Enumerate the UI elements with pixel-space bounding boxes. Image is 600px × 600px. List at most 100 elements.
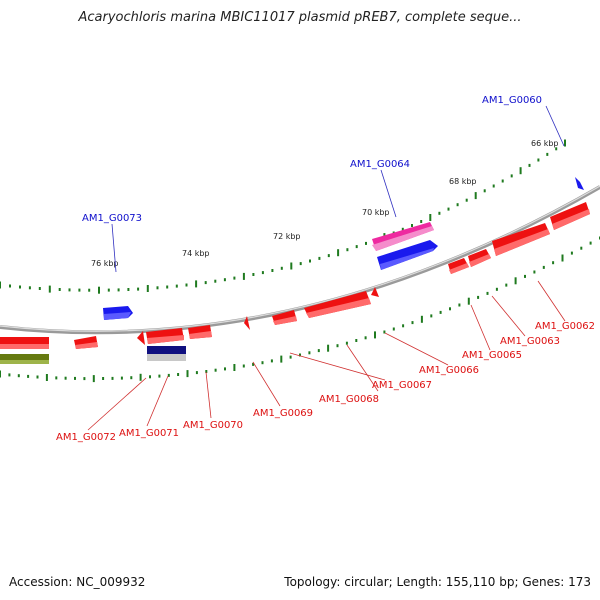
leader-am1-g0072 [87,377,147,431]
tick-label-68: 68 kbp [449,177,477,186]
outer-tick-17 [166,285,169,289]
inner-tick-59 [552,261,555,265]
outer-tick-35 [337,249,340,257]
outer-tick-48 [456,203,459,207]
inner-tick-35 [327,344,330,352]
outer-tick-8 [78,288,81,292]
inner-tick-50 [467,297,470,305]
outer-tick-44 [420,220,423,223]
label-am1-g0063[interactable]: AM1_G0063 [500,336,560,347]
gene-am1-g0069-b[interactable] [244,316,250,330]
inner-tick-23 [214,368,217,372]
inner-tick-13 [120,376,123,380]
outer-tick-46 [438,211,441,215]
inner-tick-54 [505,283,508,287]
gene-am1-g0071[interactable] [137,328,184,345]
leader-am1-g0064 [380,169,397,218]
inner-tick-48 [449,307,451,311]
label-am1-g0067[interactable]: AM1_G0067 [372,380,432,391]
plasmid-backbone [0,185,600,335]
inner-tick-20 [186,370,189,378]
outer-tick-21 [204,281,207,285]
outer-tick-7 [68,288,71,292]
inner-tick-11 [102,377,105,380]
gene-am1-g0070[interactable] [188,325,212,339]
outer-tick-25 [242,272,245,280]
tick-label-76: 76 kbp [91,259,119,268]
gene-am1-g0065[interactable] [468,249,491,267]
outer-tick-24 [233,276,236,280]
gene-am1-g0066[interactable] [448,258,469,274]
gene-am1-g0069[interactable] [272,310,297,325]
inner-tick-58 [542,265,545,269]
outer-tick-59 [555,147,558,151]
outer-tick-29 [280,266,283,270]
inner-tick-14 [130,376,133,380]
outer-tick-52 [492,184,495,188]
outer-tick-23 [223,278,226,282]
label-am1-g0073[interactable]: AM1_G0073 [82,213,142,224]
outer-tick-12 [117,288,120,292]
map-title: Acaryochloris marina MBIC11017 plasmid p… [78,10,522,25]
label-am1-g0060[interactable]: AM1_G0060 [482,95,542,106]
inner-tick-39 [364,336,367,340]
outer-tick-31 [299,262,302,266]
inner-tick-56 [524,274,526,278]
gene-reverse-left-red[interactable] [0,337,49,349]
label-am1-g0070[interactable]: AM1_G0070 [183,420,243,431]
gene-am1-g0073[interactable] [103,306,133,320]
label-am1-g0064[interactable]: AM1_G0064 [350,159,410,170]
leader-am1-g0069 [252,361,281,407]
outer-tick-60 [564,139,566,147]
tick-label-72: 72 kbp [273,232,301,241]
label-am1-g0062[interactable]: AM1_G0062 [535,321,595,332]
outer-tick-19 [185,283,188,287]
inner-tick-34 [317,349,320,353]
gene-navy[interactable] [147,346,186,361]
inner-tick-17 [158,374,161,378]
tick-label-66: 66 kbp [531,139,559,148]
label-am1-g0068[interactable]: AM1_G0068 [319,394,379,405]
outer-tick-33 [318,256,321,260]
inner-tick-61 [570,251,573,255]
label-am1-g0065[interactable]: AM1_G0065 [462,350,522,361]
outer-tick-6 [58,288,61,291]
gene-am1-g0068[interactable] [304,291,371,318]
gene-am1-g0067[interactable] [371,287,379,297]
inner-tick-45 [420,315,423,323]
inner-tick-16 [149,375,151,379]
inner-tick-8 [74,376,76,380]
outer-tick-13 [127,288,130,291]
label-am1-g0069[interactable]: AM1_G0069 [253,408,313,419]
leader-am1-g0060 [545,105,565,147]
gene-forward-blue-1[interactable] [377,240,438,270]
outer-tick-1 [9,284,11,288]
outer-tick-37 [355,245,358,249]
outer-tick-50 [474,192,477,200]
outer-tick-ring [0,139,566,294]
outer-tick-10 [98,286,100,294]
inner-tick-33 [308,351,311,355]
label-am1-g0072[interactable]: AM1_G0072 [56,432,116,443]
outer-tick-9 [88,288,91,292]
inner-tick-4 [36,375,39,379]
inner-tick-53 [495,287,498,291]
label-am1-g0066[interactable]: AM1_G0066 [419,365,479,376]
gene-am1-g0062[interactable] [550,202,590,230]
gene-am1-g0064[interactable] [372,222,434,251]
inner-tick-52 [486,291,489,295]
gene-olive[interactable] [0,354,49,364]
gene-am1-g0060[interactable] [575,177,584,190]
outer-tick-53 [501,179,504,183]
inner-tick-ring [0,236,600,383]
inner-tick-24 [224,367,226,371]
outer-tick-58 [546,152,549,156]
gene-am1-g0063[interactable] [492,223,550,256]
outer-tick-4 [38,287,41,290]
label-am1-g0071[interactable]: AM1_G0071 [119,428,179,439]
gene-am1-g0072[interactable] [74,336,98,349]
outer-tick-54 [510,174,513,178]
outer-tick-11 [107,288,110,292]
inner-tick-44 [411,321,414,325]
